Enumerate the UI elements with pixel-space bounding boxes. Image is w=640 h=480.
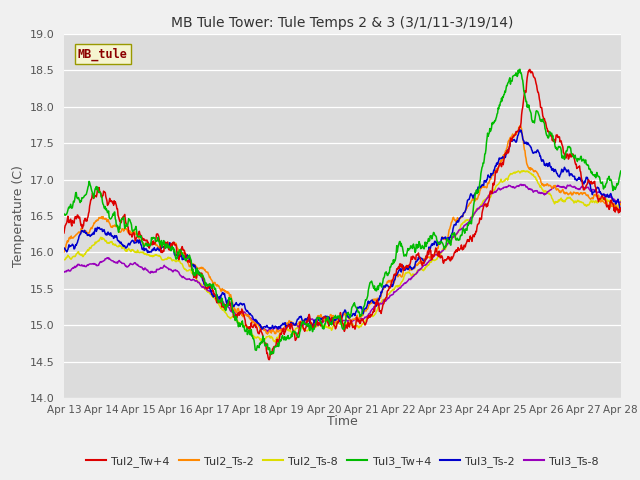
Y-axis label: Temperature (C): Temperature (C): [12, 165, 26, 267]
Text: MB_tule: MB_tule: [78, 48, 128, 60]
Title: MB Tule Tower: Tule Temps 2 & 3 (3/1/11-3/19/14): MB Tule Tower: Tule Temps 2 & 3 (3/1/11-…: [172, 16, 513, 30]
X-axis label: Time: Time: [327, 415, 358, 428]
Legend: Tul2_Tw+4, Tul2_Ts-2, Tul2_Ts-8, Tul3_Tw+4, Tul3_Ts-2, Tul3_Ts-8: Tul2_Tw+4, Tul2_Ts-2, Tul2_Ts-8, Tul3_Tw…: [81, 451, 604, 471]
